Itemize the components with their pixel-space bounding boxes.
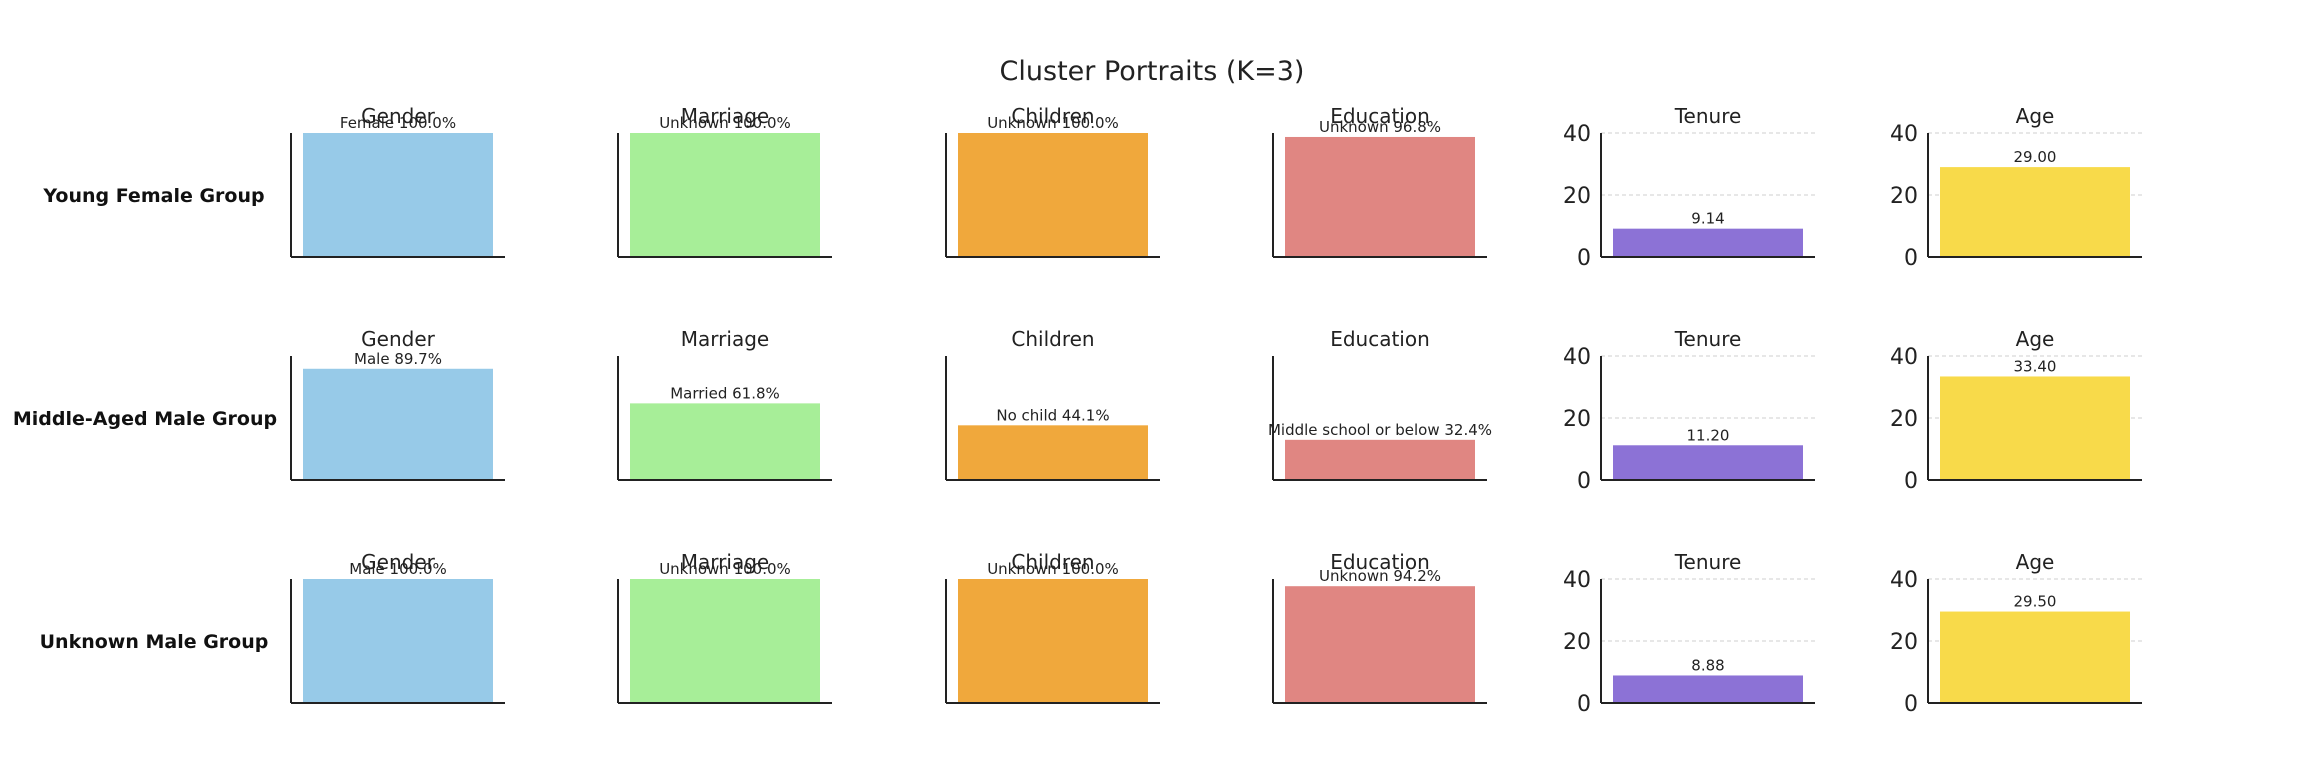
bar-middle-aged-male-group-gender: [303, 368, 493, 480]
bar-young-female-group-age: [1940, 167, 2130, 257]
tick-label-unknown-male-group-age-20: 20: [1890, 630, 1918, 655]
panel-title-unknown-male-group-children: Children: [1011, 550, 1094, 574]
row-label-young-female-group: Young Female Group: [42, 185, 264, 207]
bar-young-female-group-gender: [303, 133, 493, 257]
bar-unknown-male-group-tenure: [1613, 675, 1803, 703]
tick-label-middle-aged-male-group-tenure-40: 40: [1563, 345, 1591, 370]
panel-title-middle-aged-male-group-education: Education: [1330, 327, 1430, 351]
bar-label-young-female-group-gender: Female 100.0%: [340, 114, 456, 132]
bar-label-young-female-group-education: Unknown 96.8%: [1319, 118, 1441, 136]
tick-label-middle-aged-male-group-age-40: 40: [1890, 345, 1918, 370]
bar-middle-aged-male-group-marriage: [630, 403, 820, 480]
row-label-unknown-male-group: Unknown Male Group: [40, 631, 269, 653]
tick-label-young-female-group-tenure-0: 0: [1577, 246, 1591, 271]
panel-title-unknown-male-group-marriage: Marriage: [681, 550, 769, 574]
bar-middle-aged-male-group-age: [1940, 376, 2130, 480]
bar-unknown-male-group-age: [1940, 611, 2130, 703]
panel-title-middle-aged-male-group-tenure: Tenure: [1674, 327, 1742, 351]
bar-label-unknown-male-group-children: Unknown 100.0%: [987, 560, 1119, 578]
bar-label-young-female-group-age: 29.00: [2014, 148, 2057, 166]
bar-young-female-group-tenure: [1613, 228, 1803, 257]
bar-young-female-group-education: [1285, 136, 1475, 257]
panel-title-young-female-group-tenure: Tenure: [1674, 104, 1742, 128]
tick-label-young-female-group-tenure-40: 40: [1563, 122, 1591, 147]
panel-title-middle-aged-male-group-children: Children: [1011, 327, 1094, 351]
panel-title-young-female-group-children: Children: [1011, 104, 1094, 128]
bar-unknown-male-group-children: [958, 579, 1148, 703]
tick-label-young-female-group-age-40: 40: [1890, 122, 1918, 147]
bar-label-middle-aged-male-group-gender: Male 89.7%: [354, 350, 442, 368]
row-label-middle-aged-male-group: Middle-Aged Male Group: [13, 408, 277, 430]
tick-label-middle-aged-male-group-tenure-0: 0: [1577, 469, 1591, 494]
bar-middle-aged-male-group-children: [958, 425, 1148, 480]
bar-label-young-female-group-marriage: Unknown 100.0%: [659, 114, 791, 132]
bar-middle-aged-male-group-tenure: [1613, 445, 1803, 480]
bar-label-young-female-group-children: Unknown 100.0%: [987, 114, 1119, 132]
bar-unknown-male-group-education: [1285, 586, 1475, 703]
tick-label-unknown-male-group-tenure-40: 40: [1563, 568, 1591, 593]
panel-title-middle-aged-male-group-age: Age: [2016, 327, 2055, 351]
tick-label-unknown-male-group-tenure-0: 0: [1577, 692, 1591, 717]
panel-title-young-female-group-age: Age: [2016, 104, 2055, 128]
panel-title-young-female-group-education: Education: [1330, 104, 1430, 128]
bar-young-female-group-marriage: [630, 133, 820, 257]
tick-label-middle-aged-male-group-tenure-20: 20: [1563, 407, 1591, 432]
bar-label-unknown-male-group-gender: Male 100.0%: [349, 560, 447, 578]
panel-title-young-female-group-marriage: Marriage: [681, 104, 769, 128]
chart-title: Cluster Portraits (K=3): [1000, 56, 1305, 87]
bar-label-unknown-male-group-education: Unknown 94.2%: [1319, 567, 1441, 585]
tick-label-middle-aged-male-group-age-20: 20: [1890, 407, 1918, 432]
tick-label-unknown-male-group-tenure-20: 20: [1563, 630, 1591, 655]
bar-label-middle-aged-male-group-age: 33.40: [2014, 357, 2057, 375]
tick-label-unknown-male-group-age-40: 40: [1890, 568, 1918, 593]
bar-label-middle-aged-male-group-children: No child 44.1%: [996, 406, 1109, 424]
tick-label-middle-aged-male-group-age-0: 0: [1904, 469, 1918, 494]
bar-label-unknown-male-group-tenure: 8.88: [1691, 656, 1724, 674]
bar-label-young-female-group-tenure: 9.14: [1691, 210, 1724, 228]
tick-label-young-female-group-tenure-20: 20: [1563, 184, 1591, 209]
bar-young-female-group-children: [958, 133, 1148, 257]
tick-label-young-female-group-age-0: 0: [1904, 246, 1918, 271]
panel-title-unknown-male-group-education: Education: [1330, 550, 1430, 574]
panel-title-middle-aged-male-group-marriage: Marriage: [681, 327, 769, 351]
bar-unknown-male-group-gender: [303, 579, 493, 703]
panel-title-unknown-male-group-age: Age: [2016, 550, 2055, 574]
panel-title-young-female-group-gender: Gender: [361, 104, 435, 128]
bar-middle-aged-male-group-education: [1285, 439, 1475, 480]
bar-unknown-male-group-marriage: [630, 579, 820, 703]
panel-title-unknown-male-group-tenure: Tenure: [1674, 550, 1742, 574]
tick-label-young-female-group-age-20: 20: [1890, 184, 1918, 209]
bar-label-middle-aged-male-group-marriage: Married 61.8%: [670, 384, 780, 402]
bar-label-unknown-male-group-age: 29.50: [2014, 593, 2057, 611]
bar-label-unknown-male-group-marriage: Unknown 100.0%: [659, 560, 791, 578]
panel-title-middle-aged-male-group-gender: Gender: [361, 327, 435, 351]
bar-label-middle-aged-male-group-education: Middle school or below 32.4%: [1268, 421, 1492, 439]
bar-label-middle-aged-male-group-tenure: 11.20: [1687, 426, 1730, 444]
tick-label-unknown-male-group-age-0: 0: [1904, 692, 1918, 717]
panel-title-unknown-male-group-gender: Gender: [361, 550, 435, 574]
